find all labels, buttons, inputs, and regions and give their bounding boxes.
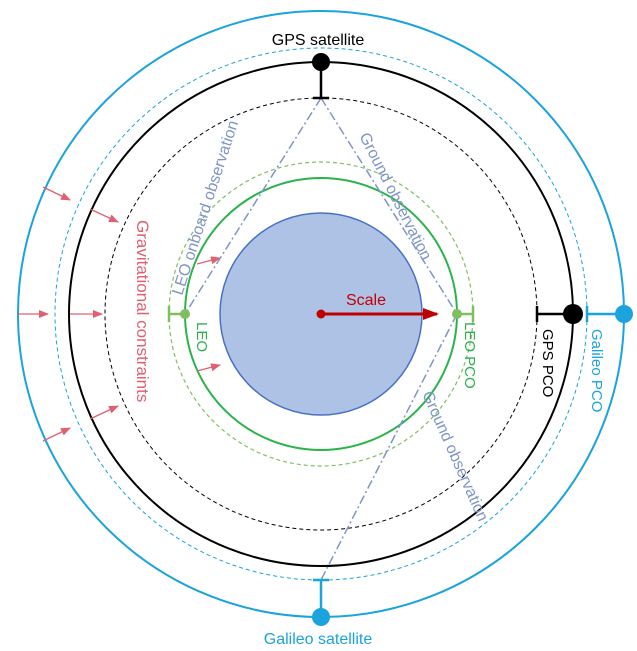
leo-label: LEO [193, 322, 210, 352]
earth-center-dot [316, 309, 326, 319]
leo-onboard-line [184, 97, 322, 315]
leo-pco-marker [452, 306, 475, 322]
galileo-pco-label: Galileo PCO [588, 329, 605, 412]
galileo-pco-marker [585, 305, 633, 323]
gravity-arrows [18, 186, 221, 442]
ground-observation-label-lower: Ground observation [418, 389, 491, 524]
leo-satellite-marker [167, 306, 190, 322]
gravity-arrow [196, 363, 221, 372]
leo-pco-label: LEO PCO [461, 322, 478, 389]
gravity-arrow [42, 186, 71, 201]
gps-satellite-label: GPS satellite [272, 32, 365, 49]
gps-pco-marker [535, 304, 583, 324]
gravity-arrow [89, 208, 119, 223]
gravity-arrow [196, 256, 221, 265]
ground-observation-line-lower [320, 313, 458, 581]
gravitational-constraints-label: Gravitational constraints [133, 220, 152, 402]
gps-satellite-marker [312, 53, 330, 100]
gps-pco-label: GPS PCO [539, 329, 556, 397]
gravity-arrow [42, 427, 71, 442]
galileo-satellite-marker [312, 578, 330, 626]
observation-lines [184, 97, 458, 581]
scale-label: Scale [346, 292, 386, 309]
gravity-arrow [89, 405, 119, 420]
galileo-satellite-label: Galileo satellite [264, 631, 373, 648]
ground-observation-line-upper [320, 97, 458, 315]
